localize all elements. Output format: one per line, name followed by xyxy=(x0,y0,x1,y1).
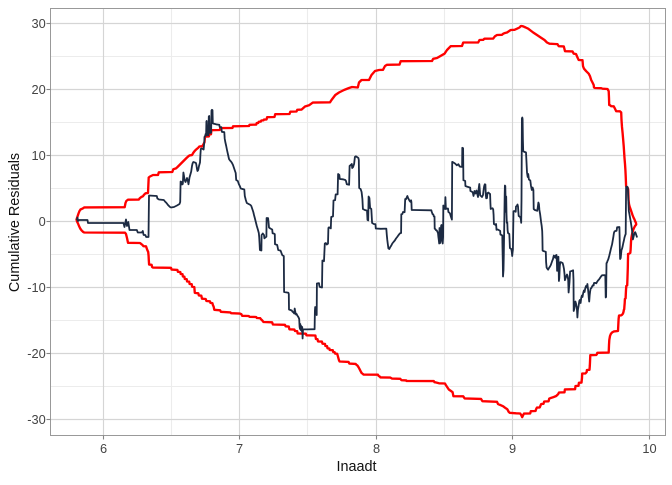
svg-text:30: 30 xyxy=(31,16,45,31)
svg-text:8: 8 xyxy=(373,441,380,456)
svg-text:6: 6 xyxy=(100,441,107,456)
svg-text:Inaadt: Inaadt xyxy=(336,459,376,475)
svg-text:Cumulative Residuals: Cumulative Residuals xyxy=(7,153,23,292)
svg-text:7: 7 xyxy=(236,441,243,456)
svg-text:10: 10 xyxy=(31,148,45,163)
svg-text:-30: -30 xyxy=(27,412,46,427)
svg-text:-20: -20 xyxy=(27,346,46,361)
svg-text:20: 20 xyxy=(31,82,45,97)
svg-text:9: 9 xyxy=(509,441,516,456)
svg-text:-10: -10 xyxy=(27,280,46,295)
svg-text:10: 10 xyxy=(642,441,656,456)
svg-text:0: 0 xyxy=(39,214,46,229)
